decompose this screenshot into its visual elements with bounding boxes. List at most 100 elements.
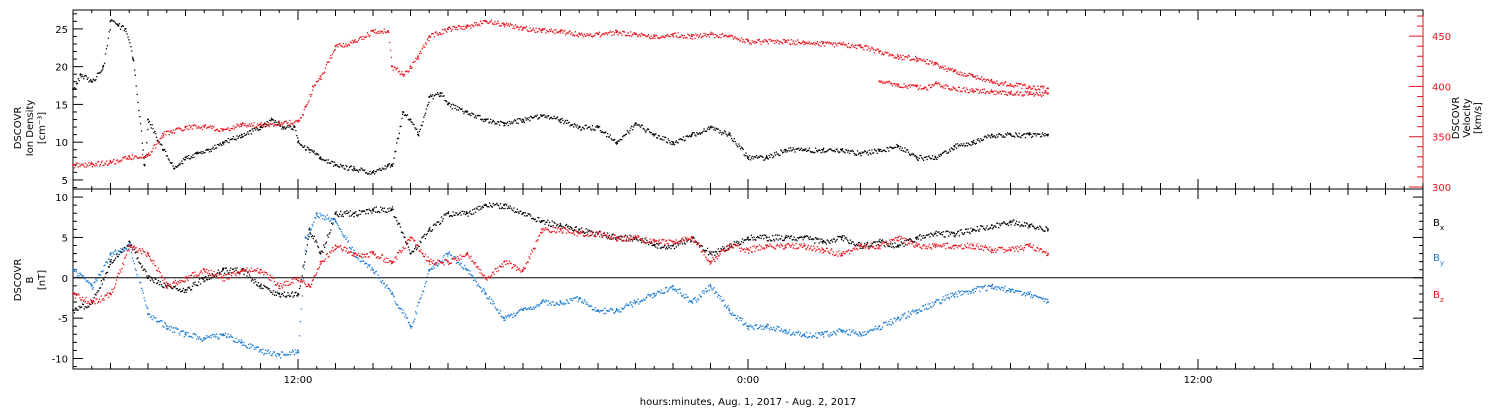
top-series-red-1-point — [590, 33, 592, 35]
series-by-point — [844, 332, 846, 334]
series-bx-point — [992, 227, 994, 229]
top-series-red-1-point — [927, 63, 929, 65]
top-series-red-1-point — [503, 24, 505, 27]
top-series-red-2-point — [892, 83, 894, 85]
series-bx-point — [210, 278, 212, 280]
top-series-black-0-marker — [559, 118, 562, 121]
top-series-black-0-point — [557, 119, 560, 121]
top-series-black-0-marker — [409, 118, 412, 121]
top-series-black-0-point — [981, 139, 983, 141]
top-series-black-0-point — [227, 137, 229, 140]
top-series-black-0-point — [998, 133, 1001, 135]
top-series-red-1-point — [511, 24, 513, 26]
top-series-red-1-point — [703, 32, 705, 35]
top-series-red-1-point — [977, 77, 979, 79]
top-series-black-0-point — [235, 139, 237, 141]
series-bx-point — [839, 235, 841, 238]
top-series-red-1-point — [160, 137, 162, 139]
series-by-point — [482, 287, 485, 290]
top-series-black-0-point — [524, 117, 527, 119]
series-bx-point — [674, 243, 677, 245]
series-by-point — [795, 331, 797, 333]
series-by-point — [863, 334, 865, 336]
series-bx-point — [311, 235, 314, 237]
series-bx-point — [845, 236, 847, 238]
top-series-black-0-point — [90, 79, 92, 81]
top-series-black-0-point — [926, 158, 928, 161]
series-by-point — [348, 240, 350, 242]
top-series-red-1-point — [450, 30, 452, 32]
series-by-point — [360, 260, 362, 262]
top-series-black-0-point — [438, 95, 441, 98]
series-by-point — [80, 273, 82, 275]
series-by-point — [845, 330, 847, 333]
top-series-red-2-point — [1035, 91, 1037, 94]
top-series-black-0-point — [1041, 132, 1044, 134]
top-series-black-0-point — [576, 124, 578, 126]
top-series-black-0-point — [354, 169, 356, 171]
series-bx-point — [706, 250, 708, 252]
top-series-red-1-point — [806, 43, 809, 45]
series-by-point — [79, 272, 81, 274]
series-bx-point — [1008, 221, 1010, 224]
series-by-point — [433, 267, 435, 269]
top-series-red-1-point — [237, 125, 239, 127]
top-series-red-2-point — [1015, 94, 1017, 96]
series-bx-point — [892, 245, 894, 248]
series-bx-point — [481, 205, 484, 208]
top-series-black-0-point — [226, 141, 228, 143]
top-series-black-0-point — [956, 143, 959, 145]
series-by-point — [460, 262, 462, 264]
top-series-black-0-point — [196, 151, 199, 153]
series-by-point — [365, 262, 368, 265]
series-by-point — [409, 324, 411, 326]
top-series-black-0-point — [494, 123, 496, 125]
series-by-point — [155, 317, 157, 319]
top-series-red-1-point — [606, 32, 608, 34]
top-series-red-1-point — [989, 81, 991, 83]
series-by-point — [312, 225, 314, 227]
top-series-black-0-point — [721, 133, 723, 136]
series-bx-point — [467, 215, 469, 217]
series-bx-point — [823, 241, 826, 243]
series-by-point — [309, 227, 311, 229]
series-by-point — [743, 323, 745, 326]
top-series-black-0-marker — [840, 148, 843, 151]
series-by-point — [383, 282, 385, 284]
series-by-point — [98, 273, 100, 276]
top-series-black-0-point — [737, 146, 739, 148]
top-series-red-1-point — [906, 56, 908, 58]
series-bx-point — [366, 209, 369, 211]
top-series-black-0-point — [206, 148, 208, 151]
top-series-black-0-point — [380, 169, 383, 171]
series-by-point — [546, 300, 548, 302]
series-bx-point — [745, 239, 747, 241]
top-series-black-0-point — [441, 92, 443, 94]
series-by-point — [725, 307, 727, 309]
top-series-black-0-point — [96, 72, 99, 74]
top-series-red-1-point — [576, 34, 578, 37]
series-bx-point — [227, 272, 229, 274]
series-by-point — [124, 247, 127, 250]
series-bx-point — [534, 218, 536, 220]
series-bx-point — [99, 287, 102, 289]
series-by-point — [294, 349, 296, 351]
series-by-point — [341, 233, 344, 235]
velocity-axis-label-line2: Velocity — [1462, 98, 1473, 137]
series-bx-point — [889, 245, 891, 247]
top-series-black-0-point — [723, 132, 725, 134]
series-by-point — [406, 317, 409, 319]
top-series-red-1-point — [886, 52, 888, 54]
series-by-point — [346, 236, 348, 239]
top-series-red-1-point — [352, 42, 354, 44]
top-series-red-1-point — [994, 82, 996, 84]
top-series-red-1-point — [778, 43, 780, 45]
top-series-black-0-point — [815, 147, 817, 149]
top-series-black-0-point — [906, 149, 908, 151]
top-series-black-0-point — [232, 136, 235, 138]
series-bx-point — [324, 246, 326, 248]
top-series-black-0-point — [533, 116, 535, 118]
series-by-point — [299, 320, 302, 323]
top-series-red-2-point — [882, 81, 885, 83]
series-bx-point — [531, 217, 534, 219]
